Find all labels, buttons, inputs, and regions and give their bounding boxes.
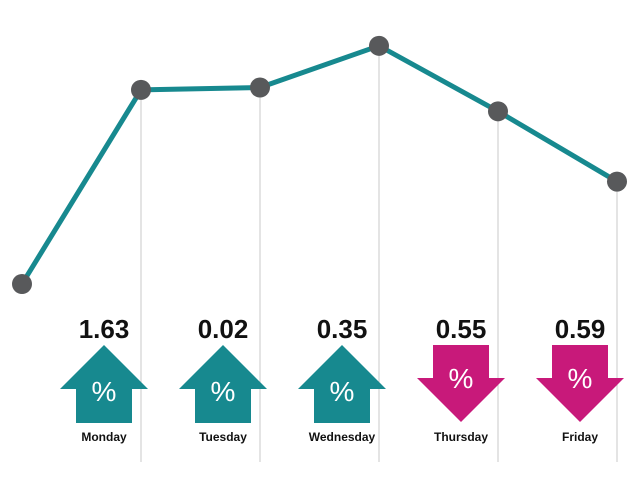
category-label: Tuesday [199,430,247,444]
grid-lines [140,45,618,462]
data-point [131,79,151,100]
percent-symbol: % [330,376,355,407]
category-label: Monday [81,430,127,444]
arrow-up-icon [60,345,148,423]
series-line [19,43,620,287]
arrow-up-icon [298,345,386,423]
value-label: 0.35 [317,314,368,344]
category-labels: 1.63% Monday 0.02% Tuesday 0.35% Wednesday 0.5… [60,314,624,444]
value-label: 0.59 [555,314,606,344]
category-label: Thursday [434,430,488,444]
day-group: 1.63% Monday [60,314,148,444]
percent-symbol: % [449,363,474,394]
day-group: 0.02% Tuesday [179,314,267,444]
value-label: 1.63 [79,314,130,344]
day-group: 0.59% Friday [536,314,624,444]
data-point [607,171,627,192]
value-label: 0.55 [436,314,487,344]
data-point [250,77,270,98]
day-group: 0.35% Wednesday [298,314,386,444]
data-point [12,274,32,294]
point-markers [12,35,627,294]
percent-symbol: % [92,376,117,407]
percent-symbol: % [211,376,236,407]
day-group: 0.55% Thursday [417,314,505,444]
percent-symbol: % [568,363,593,394]
category-label: Wednesday [309,430,376,444]
arrow-down-icon [417,345,505,422]
arrow-up-icon [179,345,267,423]
arrow-down-icon [536,345,624,422]
data-point [488,101,508,122]
value-label: 0.02 [198,314,249,344]
data-point [369,35,389,56]
category-label: Friday [562,430,598,444]
